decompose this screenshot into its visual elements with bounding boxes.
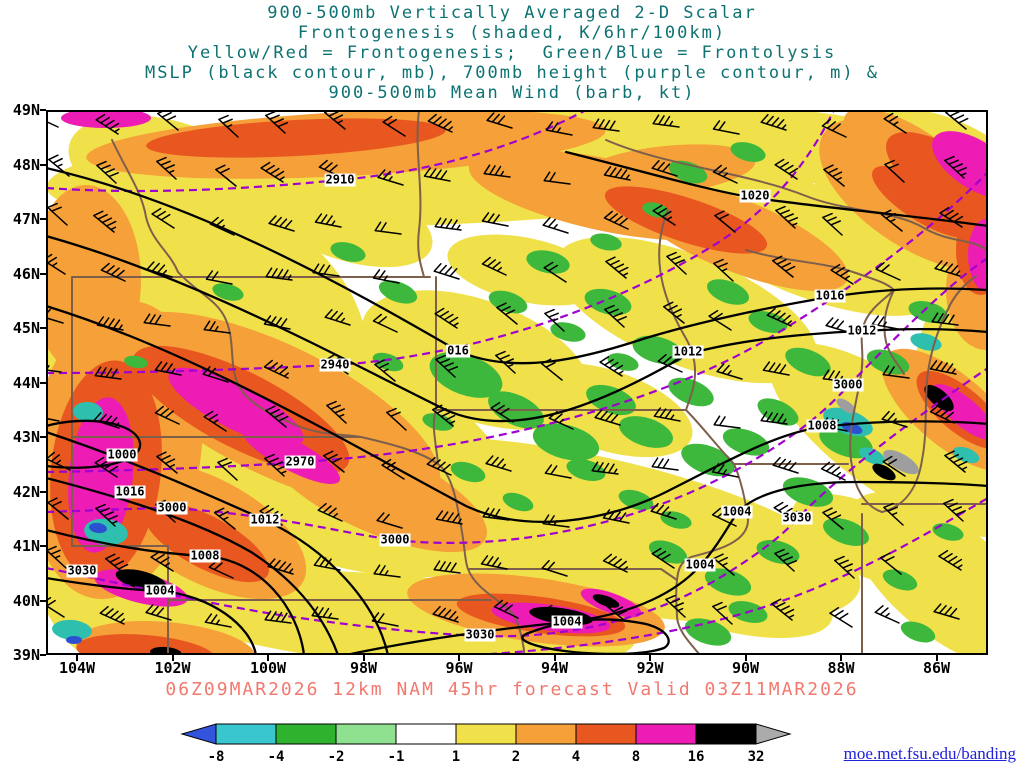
lon-axis-label: 94W xyxy=(540,659,569,677)
colorbar-segment xyxy=(635,723,697,745)
lon-axis-label: 102W xyxy=(154,659,191,677)
lat-axis-label: 49N xyxy=(12,101,40,119)
lat-axis-label: 43N xyxy=(12,428,40,446)
lon-tick xyxy=(76,655,78,661)
lon-axis-label: 88W xyxy=(827,659,855,677)
credit-link[interactable]: moe.met.fsu.edu/banding xyxy=(843,744,1016,763)
colorbar-tick-label: 16 xyxy=(688,749,705,764)
height-contours xyxy=(46,110,988,655)
state-borders xyxy=(71,110,988,655)
lat-tick xyxy=(40,436,46,438)
lon-axis-label: 90W xyxy=(731,659,760,677)
colorbar-segment xyxy=(695,723,757,745)
lon-axis-label: 86W xyxy=(922,659,951,677)
lon-tick xyxy=(362,655,365,661)
title-line-1: 900-500mb Vertically Averaged 2-D Scalar xyxy=(267,3,757,23)
shading-layer xyxy=(46,110,988,655)
lon-tick xyxy=(267,655,269,661)
lon-tick xyxy=(935,655,938,661)
title-line-2: Frontogenesis (shaded, K/6hr/100km) xyxy=(297,23,727,43)
lat-axis-label: 40N xyxy=(12,591,40,610)
lon-axis-label: 100W xyxy=(249,659,287,677)
lon-tick xyxy=(171,655,174,661)
colorbar-tick-label: 1 xyxy=(452,749,460,764)
lat-axis-label: 39N xyxy=(12,646,40,664)
colorbar-tick-label: 32 xyxy=(748,749,765,764)
colorbar-tick-label: 2 xyxy=(512,749,520,764)
lat-axis-label: 47N xyxy=(12,210,40,228)
lon-tick xyxy=(553,655,556,661)
lat-tick xyxy=(40,272,46,275)
lat-axis-label: 42N xyxy=(12,482,40,501)
colorbar-segment xyxy=(515,723,577,745)
lat-tick xyxy=(40,654,46,656)
chart-title: 900-500mb Vertically Averaged 2-D Scalar… xyxy=(0,3,1024,103)
lat-tick xyxy=(40,381,46,384)
colorbar-segment xyxy=(575,723,637,745)
colorbar-segment xyxy=(335,723,397,745)
colorbar-arrow-left xyxy=(180,723,217,745)
colorbar-tick-label: 8 xyxy=(632,749,640,764)
lat-tick xyxy=(40,490,46,493)
lat-axis-label: 44N xyxy=(12,373,40,392)
title-line-5: 900-500mb Mean Wind (barb, kt) xyxy=(328,83,696,103)
lat-tick xyxy=(40,163,46,166)
lat-tick xyxy=(40,599,46,602)
title-line-4: MSLP (black contour, mb), 700mb height (… xyxy=(144,63,880,83)
lon-axis-label: 104W xyxy=(58,659,96,677)
colorbar-segment xyxy=(455,723,517,745)
lon-tick xyxy=(744,655,747,661)
colorbar-segment xyxy=(275,723,337,745)
map-plot: 1020 1016 1012 1012 016 1008 1004 1004 1004 1000 1… xyxy=(46,110,988,655)
colorbar-tick-label: -8 xyxy=(208,749,225,764)
lat-axis-label: 45N xyxy=(12,319,40,337)
lon-tick xyxy=(649,655,651,661)
colorbar-tick-label: -4 xyxy=(268,749,285,764)
colorbar-segment xyxy=(215,723,277,745)
lat-axis-label: 46N xyxy=(12,264,40,283)
colorbar-tick-label: 4 xyxy=(572,749,580,764)
map-layers xyxy=(46,110,988,655)
colorbar-arrow-right xyxy=(755,723,792,745)
lon-axis-label: 96W xyxy=(445,659,473,677)
lon-tick xyxy=(840,655,842,661)
lat-axis-label: 41N xyxy=(12,537,40,555)
lon-axis-label: 92W xyxy=(636,659,664,677)
lon-axis-label: 98W xyxy=(349,659,378,677)
colorbar-segment xyxy=(395,723,457,745)
title-line-3: Yellow/Red = Frontogenesis; Green/Blue =… xyxy=(187,43,837,63)
lat-tick xyxy=(40,109,46,111)
colorbar-tick-label: -1 xyxy=(388,749,405,764)
map-frame xyxy=(46,110,988,655)
map-canvas xyxy=(46,110,988,655)
forecast-caption: 06Z09MAR2026 12km NAM 45hr forecast Vali… xyxy=(165,679,859,700)
colorbar-tick-label: -2 xyxy=(328,749,345,764)
lon-tick xyxy=(458,655,460,661)
lat-tick xyxy=(40,327,46,329)
lat-tick xyxy=(40,545,46,547)
lat-tick xyxy=(40,218,46,220)
lat-axis-label: 48N xyxy=(12,155,40,174)
colorbar: -8 -4 -2 -1 1 2 4 8 16 32 xyxy=(180,723,792,764)
